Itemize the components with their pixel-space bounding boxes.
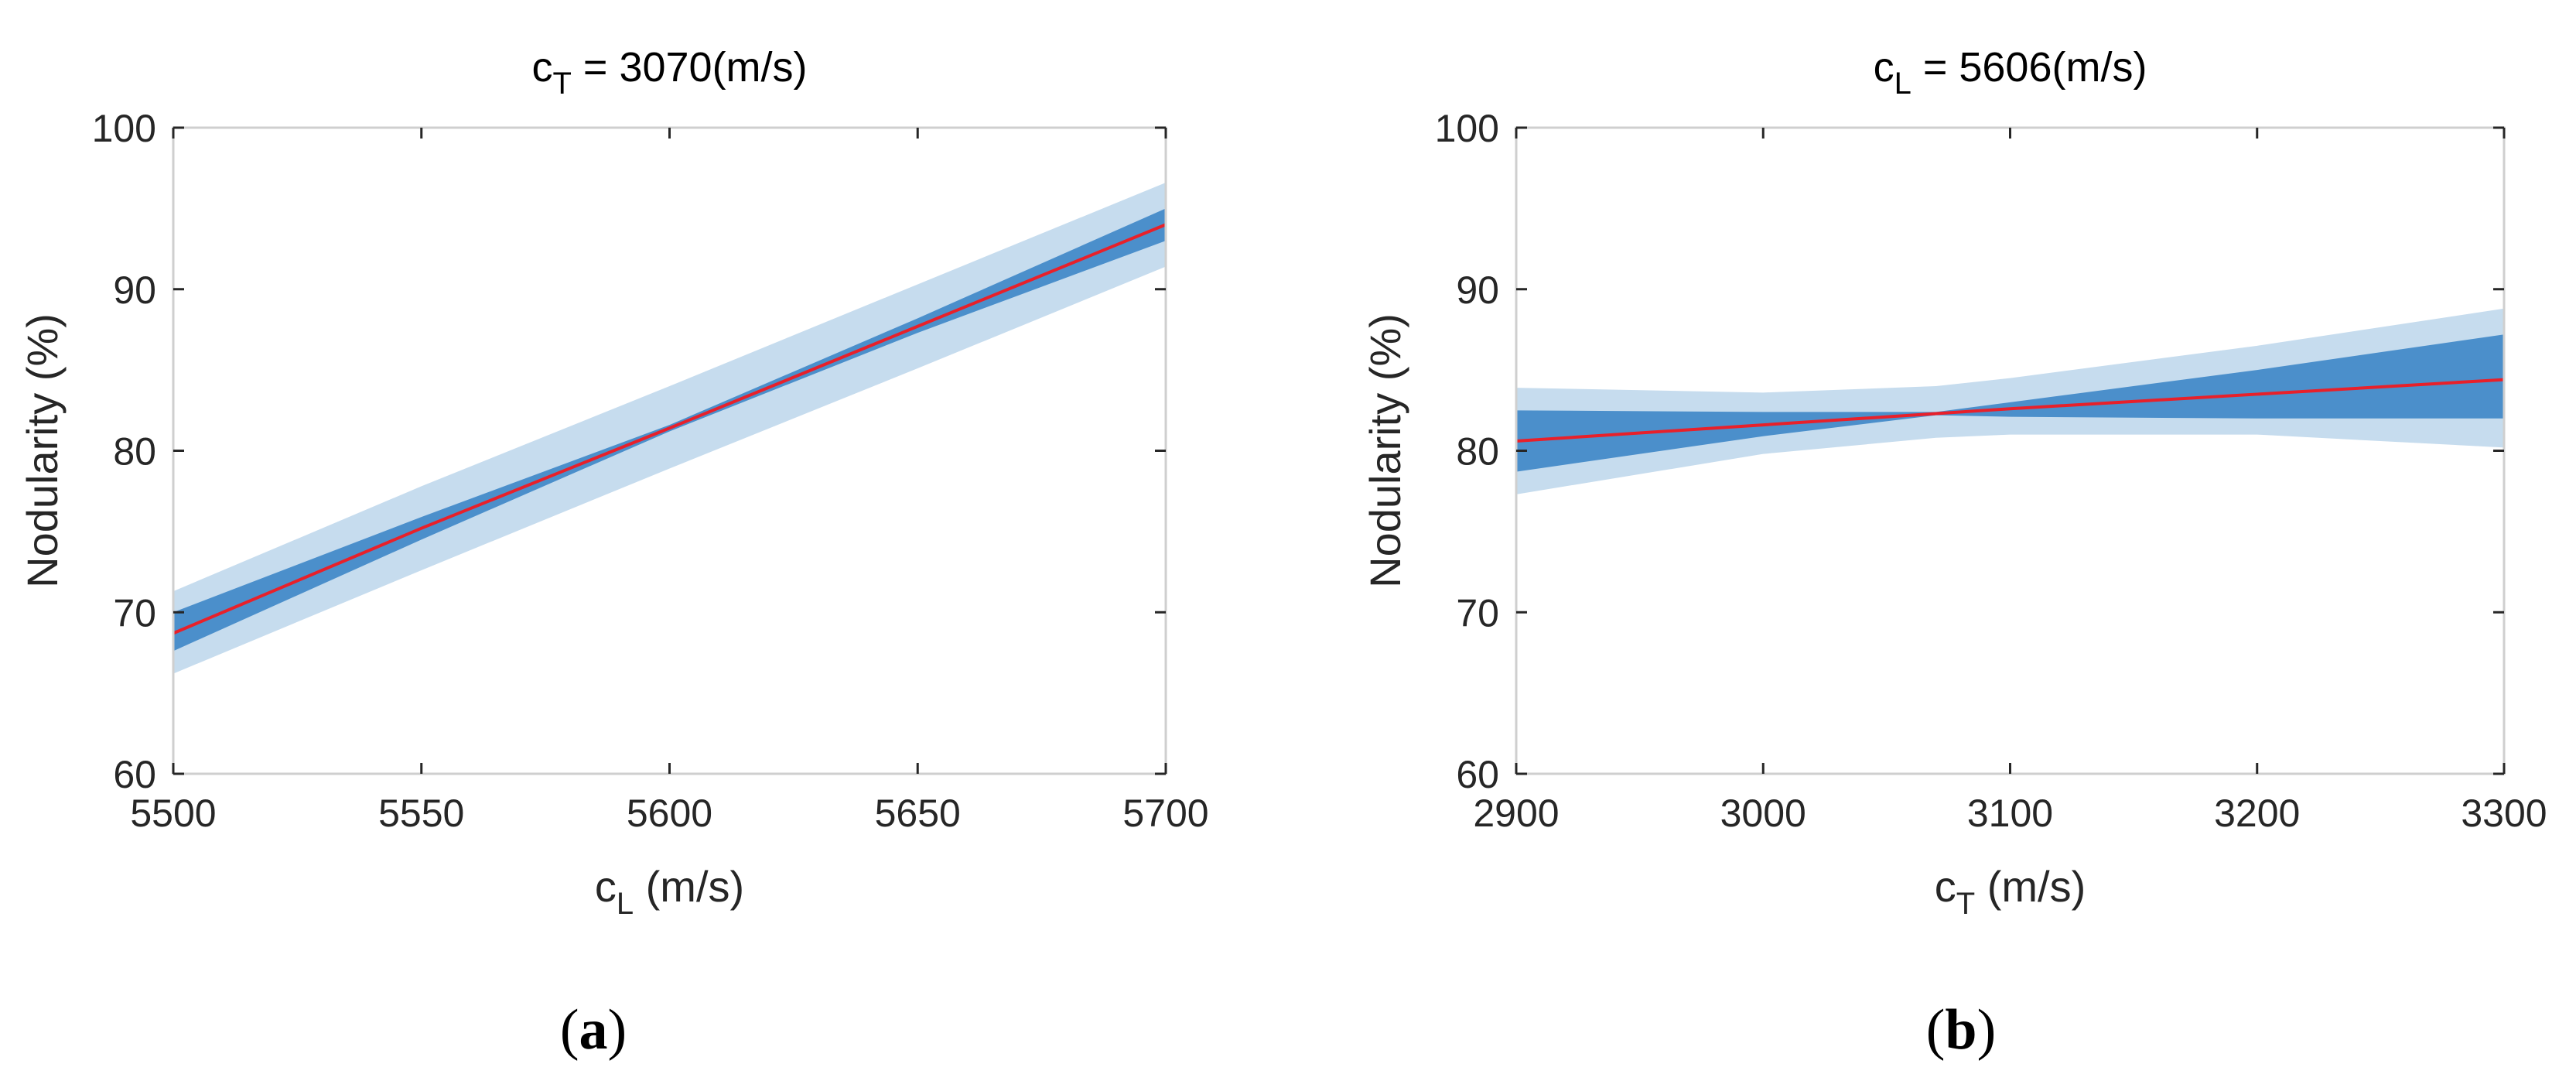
y-tick-label: 100 — [92, 107, 156, 150]
y-tick-label: 60 — [1456, 753, 1499, 796]
y-tick-label: 80 — [1456, 430, 1499, 474]
chart-title: cT = 3070(m/s) — [531, 44, 807, 101]
fit-line — [1515, 378, 2505, 443]
inner-confidence-band — [1516, 334, 2504, 472]
chart-title: cL = 5606(m/s) — [1874, 44, 2147, 101]
x-tick-label: 5650 — [875, 792, 961, 835]
x-axis-label: cT (m/s) — [1935, 862, 2086, 921]
x-tick-label: 2900 — [1473, 792, 1559, 835]
y-axis-label: Nodularity (%) — [1361, 313, 1409, 588]
x-tick-label: 3200 — [2214, 792, 2300, 835]
y-tick-label: 80 — [113, 430, 156, 474]
x-tick-label: 5600 — [627, 792, 712, 835]
panel-label: (a) — [560, 998, 627, 1062]
y-tick-label: 70 — [113, 591, 156, 635]
x-tick-label: 3000 — [1720, 792, 1806, 835]
chart-panel-b: 2900 3000 3100 3200 3300 60 70 80 90 100 cL = 5606… — [1361, 44, 2547, 1062]
y-axis-label: Nodularity (%) — [18, 313, 67, 588]
x-tick-label: 3100 — [1967, 792, 2053, 835]
x-tick-label: 5550 — [378, 792, 464, 835]
y-tick-label: 100 — [1435, 107, 1499, 150]
x-tick-label: 5500 — [130, 792, 216, 835]
y-tick-label: 90 — [1456, 269, 1499, 312]
y-tick-label: 60 — [113, 753, 156, 796]
fit-line — [173, 223, 1167, 635]
chart-panel-a: 5500 5550 5600 5650 5700 60 70 80 90 100 cT = 3070… — [18, 44, 1209, 1062]
x-tick-label: 5700 — [1122, 792, 1208, 835]
y-tick-label: 90 — [113, 269, 156, 312]
panel-label: (b) — [1926, 998, 1996, 1062]
x-axis-label: cL (m/s) — [595, 862, 744, 921]
outer-confidence-band — [1516, 308, 2504, 494]
y-tick-label: 70 — [1456, 591, 1499, 635]
x-tick-label: 3300 — [2461, 792, 2547, 835]
